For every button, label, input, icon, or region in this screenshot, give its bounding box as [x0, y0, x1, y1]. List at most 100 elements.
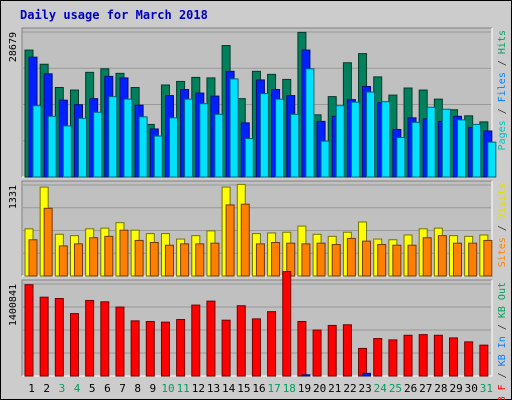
bar-bottom-kb-f-13: [206, 300, 216, 377]
bar-top-pages-4: [77, 117, 87, 178]
bar-middle-sites-17: [271, 241, 281, 277]
bar-top-pages-31: [487, 141, 497, 178]
bar-bottom-kb-f-9: [145, 320, 155, 377]
panel-bottom: 1400841 KB F / KB In / KB Out: [8, 271, 508, 400]
day-label-17: 17: [268, 382, 281, 395]
axis-legend-part-middle-2: Visits: [497, 183, 508, 219]
bar-bottom-kb-f-7: [115, 306, 125, 377]
plot-bevel-dark-top: [21, 27, 492, 177]
max-label-top: 28679: [8, 32, 19, 62]
bar-bottom-kb-f-5: [85, 299, 95, 377]
bar-bottom-kb-f-23: [358, 347, 368, 377]
chart-title: Daily usage for March 2018: [20, 8, 208, 22]
day-label-10: 10: [161, 382, 174, 395]
day-label-5: 5: [89, 382, 96, 395]
day-label-6: 6: [104, 382, 111, 395]
bar-middle-sites-2: [43, 207, 53, 277]
max-label-middle: 1331: [8, 185, 19, 209]
bar-bottom-kb-f-21: [327, 324, 337, 377]
bar-middle-sites-31: [483, 239, 493, 277]
bar-bottom-kb-f-18: [282, 271, 292, 377]
max-label-bottom: 1400841: [8, 284, 19, 326]
bar-middle-sites-29: [453, 242, 463, 277]
bar-bottom-kb-f-15: [236, 305, 246, 377]
bar-middle-sites-6: [104, 235, 114, 277]
bar-middle-sites-8: [134, 239, 144, 277]
day-label-22: 22: [343, 382, 356, 395]
plot-bevel-dark-bottom: [21, 279, 492, 376]
bar-middle-sites-26: [407, 244, 417, 277]
bar-top-pages-24: [381, 101, 391, 178]
bar-top-pages-5: [93, 111, 103, 178]
bar-middle-sites-9: [149, 241, 159, 277]
bar-bottom-kb-in-23: [362, 372, 372, 377]
bar-middle-sites-19: [301, 243, 311, 277]
axis-legend-part-top-4: Hits: [497, 30, 508, 54]
day-label-8: 8: [134, 382, 141, 395]
bar-bottom-kb-f-10: [160, 321, 170, 377]
bar-top-pages-29: [457, 119, 467, 178]
bar-middle-sites-4: [73, 243, 83, 277]
axis-legend-part-top-1: /: [497, 102, 508, 120]
day-label-13: 13: [207, 382, 220, 395]
axis-legend-part-bottom-3: /: [497, 318, 508, 336]
plot-bevel-dark-middle: [21, 180, 492, 276]
bar-middle-sites-23: [362, 240, 372, 277]
bar-top-pages-26: [411, 121, 421, 178]
bar-bottom-kb-f-22: [342, 324, 352, 377]
bar-top-pages-25: [396, 137, 406, 178]
bar-bottom-kb-f-16: [251, 318, 261, 377]
day-label-30: 30: [465, 382, 478, 395]
panel-middle: 1331 Sites / Visits: [8, 180, 508, 277]
bar-middle-sites-7: [119, 229, 129, 277]
bar-middle-sites-16: [255, 243, 265, 277]
bar-bottom-kb-f-29: [449, 337, 459, 377]
day-label-26: 26: [404, 382, 417, 395]
bar-middle-sites-25: [392, 244, 402, 277]
bar-middle-sites-11: [180, 243, 190, 277]
bar-bottom-kb-f-25: [388, 339, 398, 377]
bar-bottom-kb-f-28: [433, 334, 443, 377]
bar-bottom-kb-f-17: [267, 311, 277, 377]
bar-top-pages-21: [335, 105, 345, 178]
axis-legend-part-middle-0: Sites: [497, 237, 508, 267]
panel-top: 28679 Pages / Files / Hits: [8, 27, 508, 178]
bar-top-pages-12: [199, 103, 209, 178]
bar-top-pages-8: [138, 116, 148, 178]
axis-legend-part-bottom-2: KB In: [497, 336, 508, 366]
bar-top-pages-10: [168, 117, 178, 178]
axis-legend-part-top-0: Pages: [497, 120, 508, 150]
bar-top-pages-2: [47, 115, 57, 178]
bar-middle-sites-28: [437, 235, 447, 277]
bar-bottom-kb-f-2: [39, 296, 49, 377]
bar-top-pages-30: [472, 123, 482, 178]
bar-middle-sites-21: [331, 244, 341, 277]
bar-bottom-kb-f-1: [24, 284, 34, 377]
bar-bottom-kb-f-26: [403, 334, 413, 377]
bar-middle-sites-1: [28, 239, 38, 277]
bar-middle-sites-13: [210, 242, 220, 277]
day-label-18: 18: [283, 382, 296, 395]
day-label-3: 3: [59, 382, 66, 395]
axis-legend-part-top-2: Files: [497, 72, 508, 102]
bar-middle-sites-12: [195, 243, 205, 277]
axis-legend-part-top-3: /: [497, 54, 508, 72]
bar-middle-sites-20: [316, 242, 326, 277]
day-label-31: 31: [480, 382, 493, 395]
axis-legend-part-bottom-0: KB F: [497, 384, 508, 400]
axis-legend-bottom: KB F / KB In / KB Out: [497, 282, 508, 400]
bar-top-pages-11: [184, 98, 194, 178]
bar-middle-sites-5: [89, 237, 99, 277]
day-label-1: 1: [28, 382, 35, 395]
axis-legend-part-bottom-4: KB Out: [497, 282, 508, 318]
bar-bottom-kb-f-30: [464, 341, 474, 377]
day-label-12: 12: [192, 382, 205, 395]
day-label-7: 7: [119, 382, 126, 395]
bar-top-pages-17: [275, 98, 285, 178]
bar-bottom-kb-f-4: [69, 313, 79, 377]
axis-legend-part-bottom-1: /: [497, 366, 508, 384]
bar-bottom-kb-f-20: [312, 329, 322, 377]
bar-bottom-kb-f-12: [191, 304, 201, 377]
